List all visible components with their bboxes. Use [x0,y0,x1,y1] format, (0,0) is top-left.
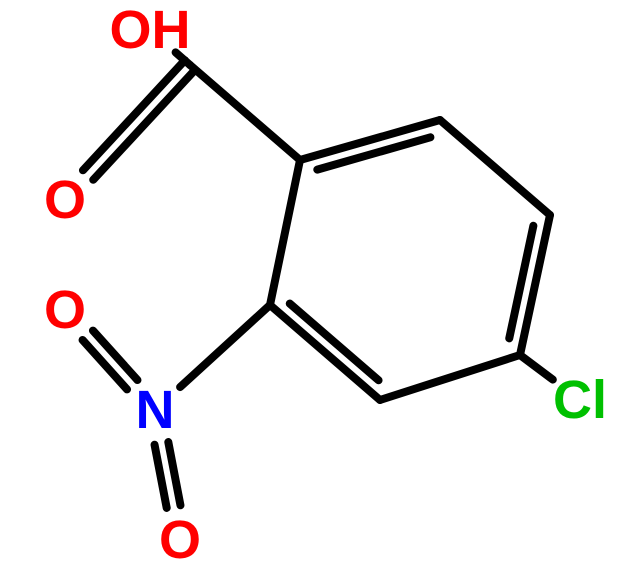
molecule-canvas: OOHNOOCl [0,0,630,580]
atom-o: O [44,170,86,230]
atom-oh: OH [110,0,191,60]
atom-o: O [159,510,201,570]
atom-o: O [44,280,86,340]
atom-cl: Cl [553,370,607,430]
atom-n: N [136,380,175,440]
